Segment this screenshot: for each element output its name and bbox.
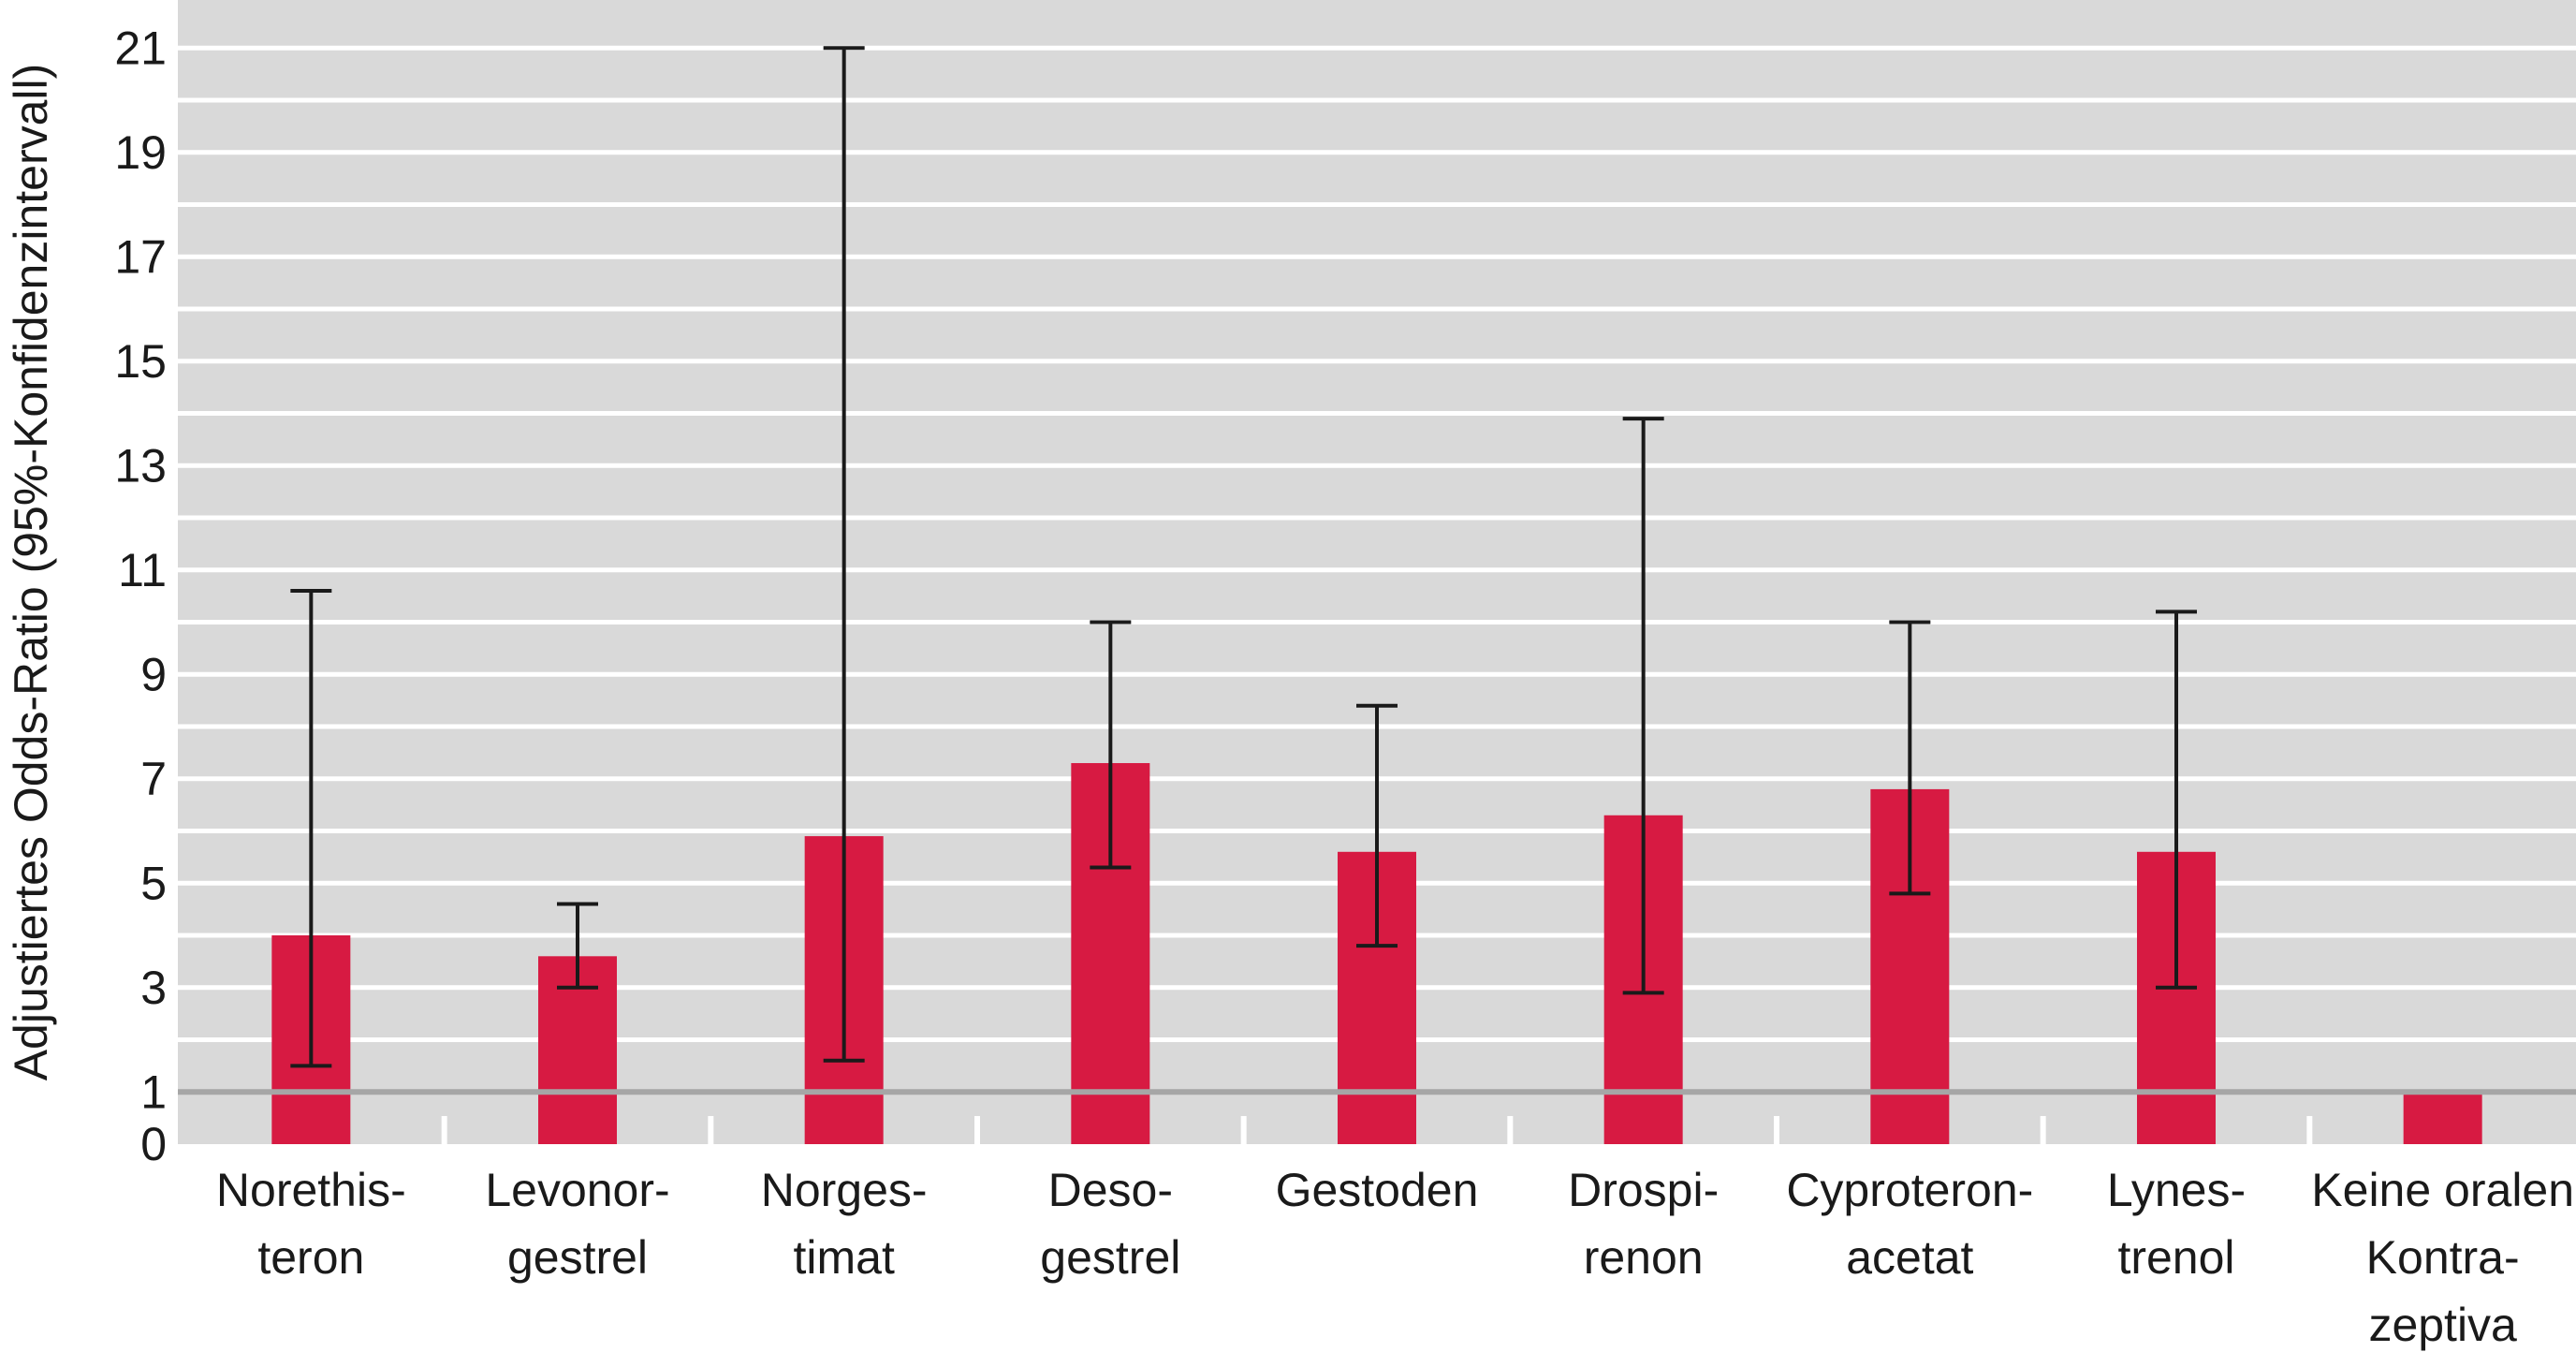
y-tick-label: 5 bbox=[140, 857, 167, 909]
x-tick-label-line: trenol bbox=[2117, 1231, 2234, 1284]
x-tick-label: Drospi-renon bbox=[1568, 1164, 1719, 1284]
y-tick-label: 0 bbox=[140, 1118, 167, 1170]
bar bbox=[2403, 1092, 2482, 1144]
y-axis-title: Adjustiertes Odds-Ratio (95%-Konfidenzin… bbox=[5, 64, 57, 1081]
x-tick-label-line: timat bbox=[793, 1231, 894, 1284]
y-tick-label: 21 bbox=[114, 22, 167, 74]
x-tick-label: Lynes-trenol bbox=[2107, 1164, 2246, 1284]
x-axis-labels: Norethis-teron Levonor-gestrel Norges-tima… bbox=[216, 1164, 2574, 1351]
x-tick-label: Cyproteron-acetat bbox=[1786, 1164, 2033, 1284]
x-tick-label-line: Lynes- bbox=[2107, 1164, 2246, 1216]
category-separators bbox=[441, 1116, 2313, 1144]
x-tick-label: Norethis-teron bbox=[216, 1164, 406, 1284]
x-tick-label-line: zeptiva bbox=[2368, 1299, 2517, 1351]
x-tick-label-line: Cyproteron- bbox=[1786, 1164, 2033, 1216]
y-tick-label: 1 bbox=[140, 1065, 167, 1118]
y-tick-label: 11 bbox=[118, 544, 167, 596]
x-tick-label: Levonor-gestrel bbox=[485, 1164, 669, 1284]
x-tick-label: Gestoden bbox=[1276, 1164, 1479, 1216]
y-tick-label: 19 bbox=[114, 126, 167, 179]
x-tick-label: Norges-timat bbox=[761, 1164, 928, 1284]
x-tick-label-line: acetat bbox=[1846, 1231, 1973, 1284]
x-tick-label-line: teron bbox=[257, 1231, 364, 1284]
x-tick-label-line: Kontra- bbox=[2366, 1231, 2520, 1284]
x-tick-label: Keine oralen Kontra-zeptiva bbox=[2311, 1164, 2574, 1351]
x-tick-label-line: Norethis- bbox=[216, 1164, 406, 1216]
x-tick-label-line: Deso- bbox=[1048, 1164, 1173, 1216]
x-tick-label-line: Gestoden bbox=[1276, 1164, 1479, 1216]
error-bars bbox=[290, 46, 2197, 1068]
x-tick-label-line: Drospi- bbox=[1568, 1164, 1719, 1216]
x-tick-label: Deso-gestrel bbox=[1040, 1164, 1180, 1284]
y-tick-label: 13 bbox=[114, 439, 167, 492]
x-tick-label-line: Levonor- bbox=[485, 1164, 669, 1216]
x-tick-label-line: gestrel bbox=[1040, 1231, 1180, 1284]
y-tick-label: 3 bbox=[140, 962, 167, 1014]
x-tick-label-line: Norges- bbox=[761, 1164, 928, 1216]
y-tick-label: 15 bbox=[114, 335, 167, 388]
x-tick-label-line: renon bbox=[1584, 1231, 1704, 1284]
y-tick-label: 7 bbox=[140, 753, 167, 805]
y-tick-label: 9 bbox=[140, 648, 167, 700]
y-tick-label: 17 bbox=[114, 230, 167, 283]
x-tick-label-line: Keine oralen bbox=[2311, 1164, 2574, 1216]
x-tick-label-line: gestrel bbox=[507, 1231, 648, 1284]
